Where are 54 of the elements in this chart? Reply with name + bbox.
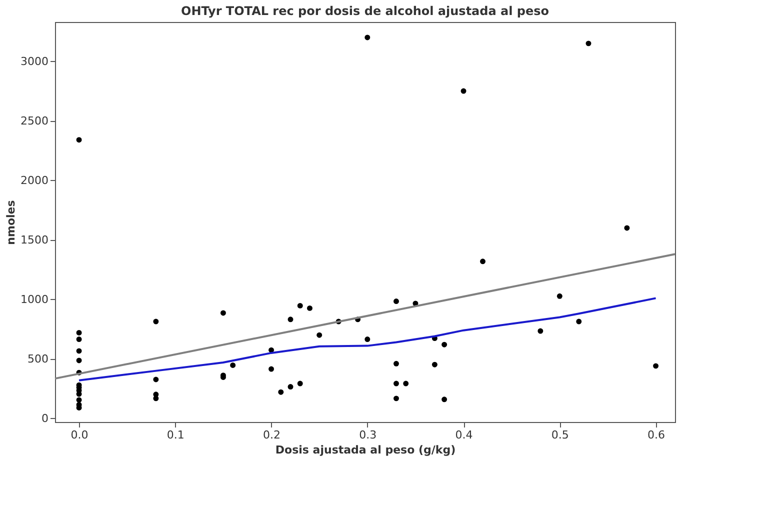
point	[403, 380, 409, 386]
point	[442, 396, 448, 402]
point	[76, 348, 82, 354]
y-tick-label: 2500	[20, 114, 48, 128]
x-axis-title: Dosis ajustada al peso (g/kg)	[275, 444, 456, 456]
point	[586, 40, 592, 46]
point	[394, 396, 399, 402]
y-tick-label: 1000	[20, 292, 48, 306]
point	[153, 376, 159, 382]
point	[76, 137, 82, 143]
point	[220, 310, 226, 316]
point	[394, 298, 399, 304]
y-axis-title: nmoles	[4, 200, 18, 245]
point	[432, 362, 438, 368]
point	[316, 332, 322, 338]
point	[394, 380, 399, 386]
point	[480, 258, 486, 264]
point	[278, 389, 284, 395]
y-tick-label: 1500	[20, 233, 48, 246]
x-tick-label: 0.2	[263, 428, 281, 442]
point	[364, 34, 370, 40]
point	[230, 362, 236, 368]
x-tick-label: 0.3	[359, 428, 377, 442]
point	[556, 293, 562, 299]
x-tick-label: 0.6	[648, 428, 666, 442]
point	[268, 366, 274, 372]
point	[442, 342, 448, 348]
chart-title: OHTyr TOTAL rec por dosis de alcohol ajustada al peso	[180, 4, 550, 18]
x-tick-label: 0.4	[455, 428, 473, 442]
point	[297, 302, 303, 308]
y-tick-label: 0	[42, 412, 48, 425]
point	[576, 318, 582, 324]
point	[297, 380, 303, 386]
point	[288, 384, 294, 390]
point	[76, 330, 82, 336]
y-tick-label: 500	[28, 352, 48, 366]
y-tick-label: 3000	[20, 54, 48, 68]
x-tick-label: 0.0	[70, 428, 88, 442]
y-tick-label: 2000	[20, 174, 48, 187]
point	[364, 336, 370, 342]
x-tick-label: 0.5	[551, 428, 569, 442]
point	[153, 318, 159, 324]
point	[624, 225, 630, 231]
point	[538, 328, 544, 334]
point	[460, 88, 466, 94]
point	[153, 396, 159, 402]
x-tick-label: 0.1	[166, 428, 184, 442]
line-series	[78, 297, 657, 382]
point	[76, 336, 82, 342]
point	[306, 305, 312, 311]
point	[653, 363, 659, 369]
point	[76, 358, 82, 364]
point	[288, 316, 294, 322]
point	[394, 360, 399, 366]
